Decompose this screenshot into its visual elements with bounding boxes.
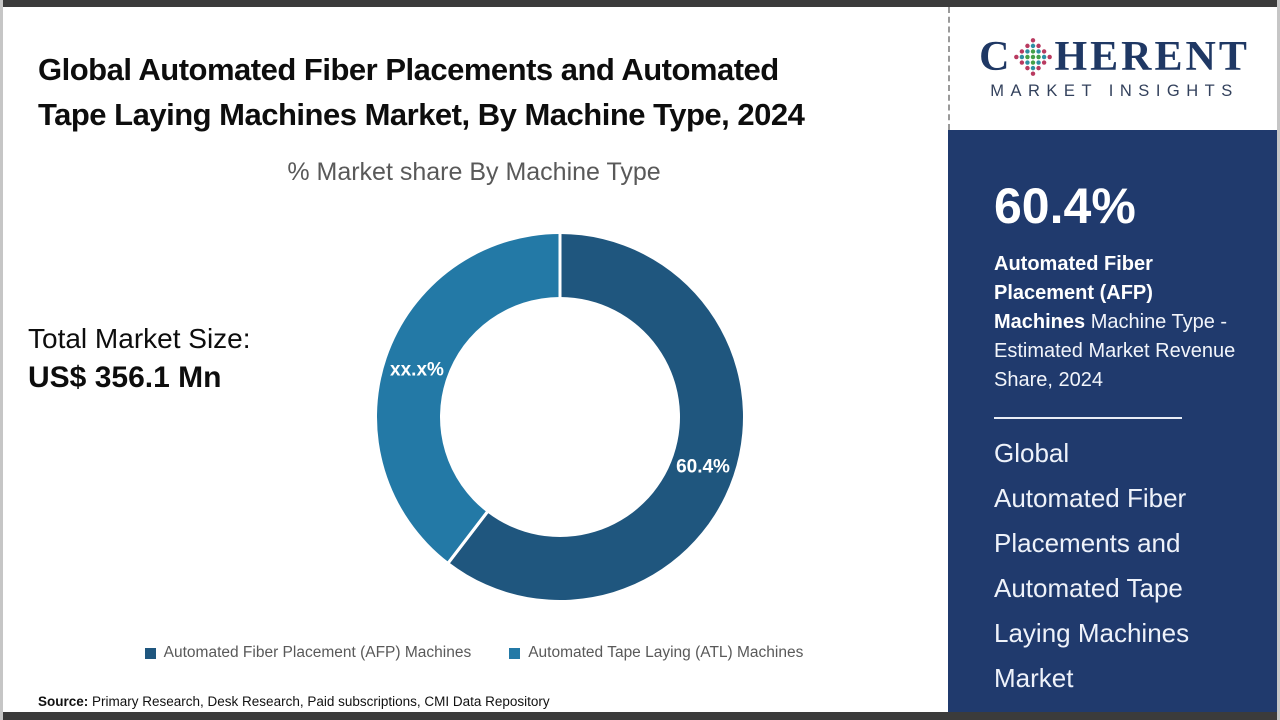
legend-label-afp: Automated Fiber Placement (AFP) Machines	[163, 644, 472, 661]
slice-separator	[446, 509, 490, 565]
donut-slice-label-1: xx.x%	[390, 360, 444, 381]
logo-box: C HERENT MARKET INSIGHTS	[948, 7, 1279, 130]
donut-chart-container: 60.4% xx.x%	[360, 217, 760, 617]
total-market-size-block: Total Market Size: US$ 356.1 Mn	[28, 320, 251, 398]
legend-swatch-atl	[509, 647, 521, 659]
total-market-size-value: US$ 356.1 Mn	[28, 361, 222, 394]
frame-border-top	[0, 0, 1280, 7]
legend-item-afp: Automated Fiber Placement (AFP) Machines	[144, 644, 472, 662]
sidebar-divider	[994, 417, 1182, 419]
chart-legend: Automated Fiber Placement (AFP) Machines…	[0, 644, 948, 662]
source-text: Primary Research, Desk Research, Paid su…	[88, 694, 550, 709]
total-market-size-label: Total Market Size:	[28, 323, 251, 354]
legend-swatch-afp	[144, 647, 156, 659]
donut-slice-0	[448, 234, 743, 600]
globe-dots-icon	[1014, 38, 1053, 76]
sidebar-stat-description-bold: Automated Fiber Placement (AFP) Machines	[994, 253, 1153, 333]
brand-subtitle: MARKET INSIGHTS	[990, 82, 1239, 100]
donut-slice-label-0: 60.4%	[676, 456, 730, 477]
frame-border-left	[0, 0, 3, 720]
source-line: Source: Primary Research, Desk Research,…	[38, 694, 550, 709]
sidebar-stat-description-rest: Machine Type - Estimated Market Revenue …	[994, 311, 1236, 391]
brand-word: HERENT	[1054, 34, 1250, 80]
donut-chart: 60.4% xx.x%	[377, 232, 743, 600]
legend-label-atl: Automated Tape Laying (ATL) Machines	[528, 644, 804, 661]
sidebar: 60.4% Automated Fiber Placement (AFP) Ma…	[948, 130, 1277, 712]
brand-logo: C HERENT	[979, 36, 1250, 78]
page-title: Global Automated Fiber Placements and Au…	[38, 51, 805, 132]
sidebar-market-title: Global Automated Fiber Placements and Au…	[994, 438, 1190, 693]
donut-slice-1	[377, 234, 560, 563]
frame-border-right	[1277, 0, 1280, 720]
legend-item-atl: Automated Tape Laying (ATL) Machines	[509, 644, 803, 662]
chart-title: % Market share By Machine Type	[287, 158, 661, 186]
brand-letter-c: C	[979, 34, 1013, 80]
sidebar-stat-description: Automated Fiber Placement (AFP) Machines…	[994, 250, 1244, 395]
source-label: Source:	[38, 694, 89, 709]
frame-border-bottom	[0, 712, 1280, 720]
sidebar-stat-value: 60.4%	[994, 178, 1136, 234]
